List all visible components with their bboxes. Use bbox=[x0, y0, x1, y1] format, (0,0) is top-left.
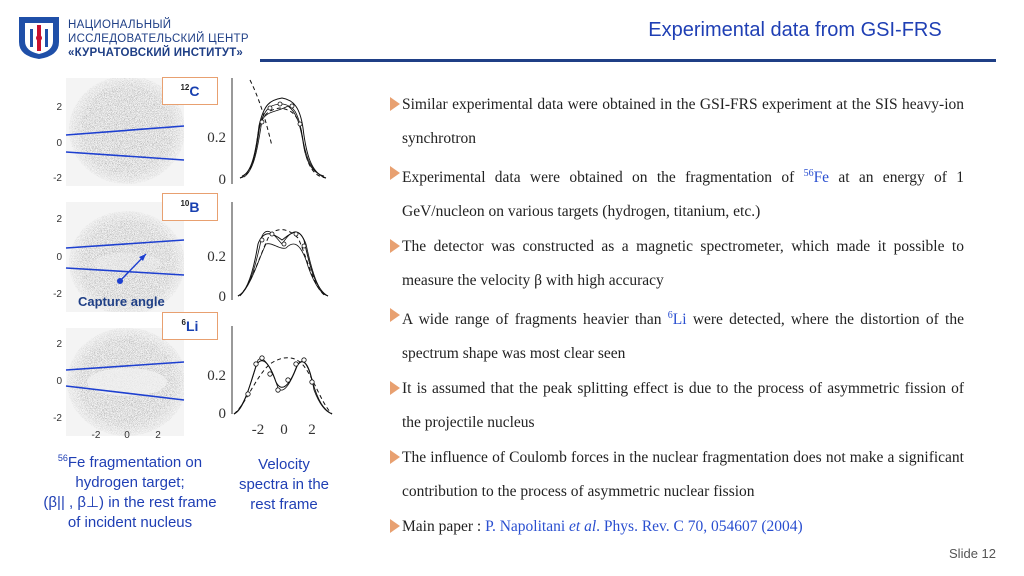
spectrum-tick-label: 0.2 bbox=[207, 368, 226, 384]
capture-band-line bbox=[65, 125, 185, 136]
y-tick-label: 2 bbox=[56, 214, 62, 225]
org-name-line3: «КУРЧАТОВСКИЙ ИНСТИТУТ» bbox=[68, 47, 244, 59]
spectrum-li6 bbox=[233, 355, 333, 415]
nucleus-label-b10: 10B bbox=[162, 193, 218, 221]
scatter-panel-li6 bbox=[65, 328, 185, 436]
x-tick-label: -2 bbox=[92, 430, 101, 441]
spectrum-c12 bbox=[239, 79, 327, 179]
bullet-item: Similar experimental data were obtained … bbox=[390, 88, 964, 155]
capture-band-line bbox=[65, 239, 185, 249]
y-tick-label: -2 bbox=[53, 289, 62, 300]
capture-band-line bbox=[65, 151, 185, 161]
arrow-bullet-icon bbox=[390, 450, 400, 465]
experimental-figure: 2 0 -2 2 0 -2 2 0 -2 -2 0 2 0.2 0 0.2 0 … bbox=[53, 78, 333, 441]
caption-velocity-spectra: Velocity spectra in the rest frame bbox=[238, 456, 330, 513]
bullet-item: It is assumed that the peak splitting ef… bbox=[390, 372, 964, 439]
capture-band-line bbox=[65, 361, 185, 371]
slide-number: Slide 12 bbox=[949, 546, 996, 561]
spectrum-x-tick: -2 bbox=[252, 422, 265, 438]
arrow-bullet-icon bbox=[390, 381, 400, 396]
arrow-bullet-icon bbox=[390, 239, 400, 254]
spectrum-tick-label: 0.2 bbox=[207, 130, 226, 146]
spectrum-tick-label: 0 bbox=[219, 172, 227, 188]
bullet-list: Similar experimental data were obtained … bbox=[390, 88, 964, 546]
spectrum-markers bbox=[259, 101, 307, 249]
org-name-line1: НАЦИОНАЛЬНЫЙ bbox=[68, 19, 172, 31]
spectrum-b10 bbox=[237, 229, 329, 297]
bullet-item: The influence of Coulomb forces in the n… bbox=[390, 441, 964, 508]
capture-band-line bbox=[65, 267, 185, 276]
y-tick-label: 2 bbox=[56, 102, 62, 113]
paper-reference[interactable]: P. Napolitani et al. Phys. Rev. C 70, 05… bbox=[485, 518, 803, 536]
x-tick-label: 2 bbox=[155, 430, 161, 441]
arrow-bullet-icon bbox=[390, 519, 400, 534]
spectrum-x-tick: 2 bbox=[308, 422, 316, 438]
spectrum-tick-label: 0 bbox=[219, 406, 227, 422]
bullet-item: Main paper : P. Napolitani et al. Phys. … bbox=[390, 510, 964, 544]
spectrum-tick-label: 0 bbox=[219, 289, 227, 305]
y-tick-label: -2 bbox=[53, 173, 62, 184]
arrow-bullet-icon bbox=[390, 166, 400, 180]
arrow-bullet-icon bbox=[390, 308, 400, 323]
kurchatov-logo: НАЦИОНАЛЬНЫЙ ИССЛЕДОВАТЕЛЬСКИЙ ЦЕНТР «КУ… bbox=[16, 14, 266, 64]
caption-left: 56Fe fragmentation on hydrogen target; (… bbox=[43, 453, 217, 531]
bullet-item: The detector was constructed as a magnet… bbox=[390, 230, 964, 297]
arrow-bullet-icon bbox=[390, 97, 400, 111]
spectrum-tick-label: 0.2 bbox=[207, 249, 226, 265]
y-tick-label: 2 bbox=[56, 339, 62, 350]
y-tick-label: 0 bbox=[56, 376, 62, 387]
x-tick-label: 0 bbox=[124, 430, 130, 441]
title-underline bbox=[260, 59, 996, 62]
slide-title: Experimental data from GSI-FRS bbox=[648, 19, 942, 41]
kurchatov-emblem-icon bbox=[19, 17, 59, 59]
capture-angle-label: Capture angle bbox=[78, 294, 165, 309]
spectrum-x-tick: 0 bbox=[280, 422, 288, 438]
capture-band-line bbox=[65, 385, 185, 401]
spectrum-y-ticks: 0.2 0 0.2 0 0.2 0 -2 0 2 bbox=[207, 130, 316, 438]
bullet-item: Experimental data were obtained on the f… bbox=[390, 157, 964, 228]
org-name-line2: ИССЛЕДОВАТЕЛЬСКИЙ ЦЕНТР bbox=[68, 33, 249, 45]
nucleus-label-c12: 12C bbox=[162, 77, 218, 105]
scatter-y-axis: 2 0 -2 2 0 -2 2 0 -2 -2 0 2 bbox=[53, 102, 161, 441]
y-tick-label: 0 bbox=[56, 252, 62, 263]
bullet-item: A wide range of fragments heavier than 6… bbox=[390, 299, 964, 370]
y-tick-label: -2 bbox=[53, 413, 62, 424]
y-tick-label: 0 bbox=[56, 138, 62, 149]
nucleus-label-li6: 6Li bbox=[162, 312, 218, 340]
